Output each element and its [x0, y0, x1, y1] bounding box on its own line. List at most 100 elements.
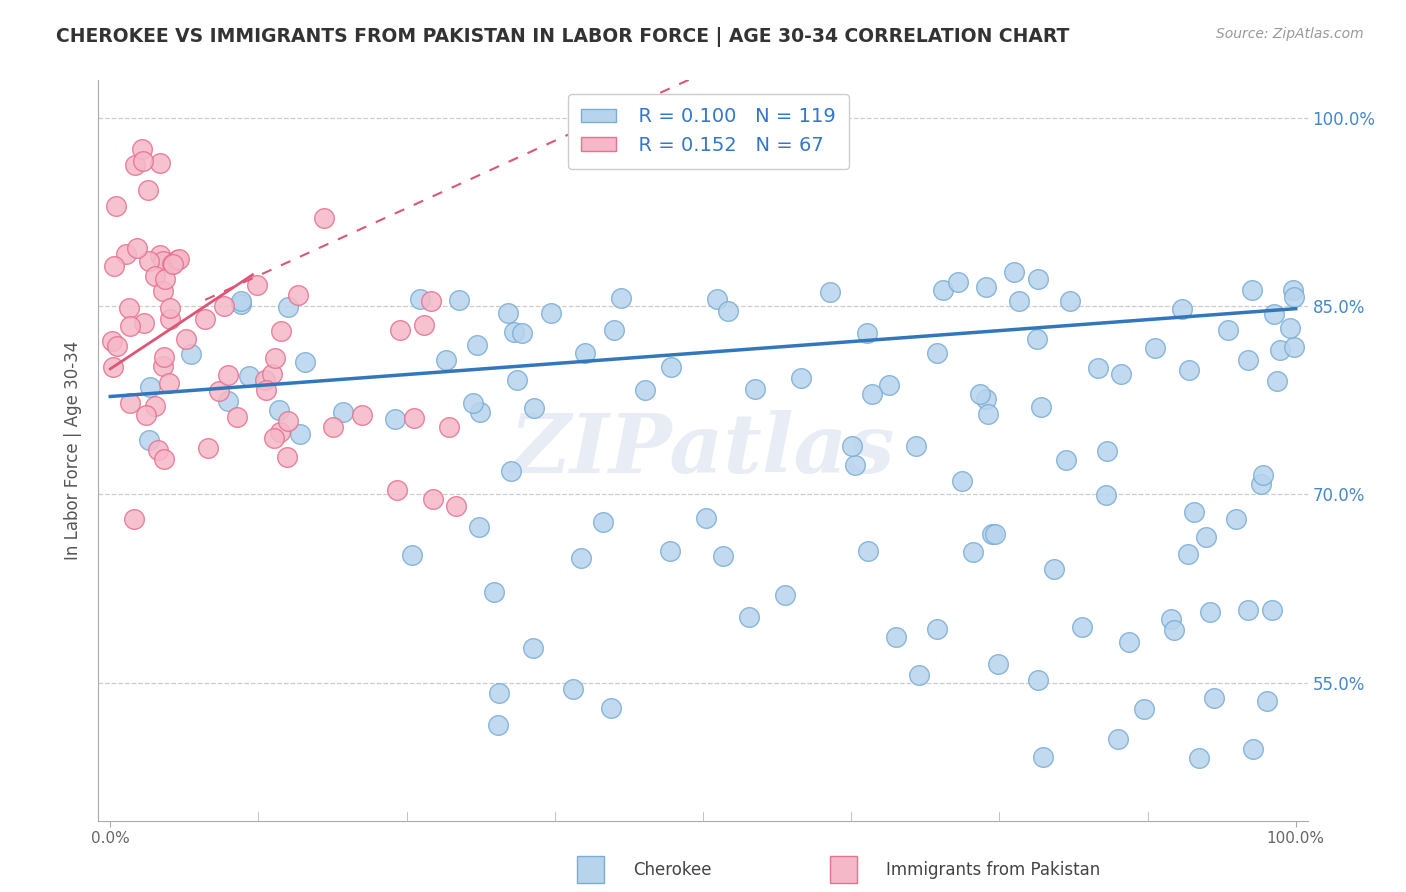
Point	[1026, 332, 1049, 346]
Point	[434, 352, 457, 367]
Point	[468, 520, 491, 534]
Point	[413, 318, 436, 333]
Point	[659, 359, 682, 374]
Point	[122, 512, 145, 526]
Point	[856, 326, 879, 340]
Point	[1279, 321, 1302, 335]
Point	[1042, 561, 1064, 575]
Point	[1256, 694, 1278, 708]
Point	[461, 395, 484, 409]
Point	[153, 350, 176, 364]
Point	[634, 383, 657, 397]
Point	[600, 700, 623, 714]
Point	[267, 402, 290, 417]
Point	[1107, 732, 1129, 747]
Point	[143, 399, 166, 413]
Point	[706, 292, 728, 306]
Point	[389, 323, 412, 337]
Point	[1026, 673, 1049, 687]
Point	[287, 287, 309, 301]
Point	[592, 516, 614, 530]
Point	[148, 442, 170, 457]
Point	[658, 544, 681, 558]
Point	[263, 431, 285, 445]
Point	[118, 395, 141, 409]
Point	[160, 257, 183, 271]
Point	[217, 393, 239, 408]
Point	[120, 318, 142, 333]
Text: Cherokee: Cherokee	[633, 861, 711, 879]
Point	[1225, 512, 1247, 526]
Point	[932, 283, 955, 297]
Point	[1195, 530, 1218, 544]
Point	[488, 686, 510, 700]
Point	[157, 376, 180, 391]
Point	[927, 345, 949, 359]
Point	[1263, 307, 1285, 321]
Point	[105, 198, 128, 212]
Point	[136, 183, 159, 197]
Point	[138, 434, 160, 448]
Point	[152, 254, 174, 268]
Point	[246, 278, 269, 293]
Point	[1095, 444, 1118, 458]
Point	[226, 409, 249, 424]
Point	[981, 527, 1004, 541]
Point	[114, 246, 136, 260]
Point	[401, 548, 423, 562]
Point	[773, 588, 796, 602]
Point	[522, 401, 544, 415]
Point	[118, 301, 141, 316]
Point	[149, 248, 172, 262]
Point	[402, 411, 425, 425]
Point	[1250, 476, 1272, 491]
Point	[384, 412, 406, 426]
Point	[270, 325, 292, 339]
Point	[790, 371, 813, 385]
Point	[502, 325, 524, 339]
Point	[322, 420, 344, 434]
Point	[1118, 634, 1140, 648]
Point	[139, 380, 162, 394]
Point	[1216, 323, 1239, 337]
Point	[574, 346, 596, 360]
Point	[166, 252, 188, 267]
Point	[159, 311, 181, 326]
Point	[1199, 605, 1222, 619]
Point	[1007, 294, 1029, 309]
Point	[420, 294, 443, 309]
Point	[446, 499, 468, 513]
Point	[1284, 290, 1306, 304]
Point	[1178, 363, 1201, 377]
Point	[1002, 265, 1025, 279]
Point	[132, 316, 155, 330]
Point	[562, 682, 585, 697]
Point	[1143, 341, 1166, 355]
Point	[290, 427, 312, 442]
Point	[153, 451, 176, 466]
Point	[332, 405, 354, 419]
Point	[486, 717, 509, 731]
Point	[1188, 750, 1211, 764]
Point	[409, 292, 432, 306]
Point	[467, 337, 489, 351]
Point	[905, 439, 928, 453]
Point	[149, 155, 172, 169]
Point	[484, 585, 506, 599]
Point	[908, 667, 931, 681]
Point	[194, 311, 217, 326]
Point	[1241, 742, 1264, 756]
Point	[1071, 620, 1094, 634]
Point	[132, 153, 155, 168]
Point	[1026, 271, 1049, 285]
Point	[976, 280, 998, 294]
Point	[152, 284, 174, 298]
Point	[1059, 294, 1081, 309]
Point	[1111, 367, 1133, 381]
Point	[1133, 702, 1156, 716]
Point	[976, 407, 998, 421]
Point	[124, 158, 146, 172]
Point	[229, 294, 252, 309]
Point	[197, 441, 219, 455]
Point	[277, 300, 299, 314]
